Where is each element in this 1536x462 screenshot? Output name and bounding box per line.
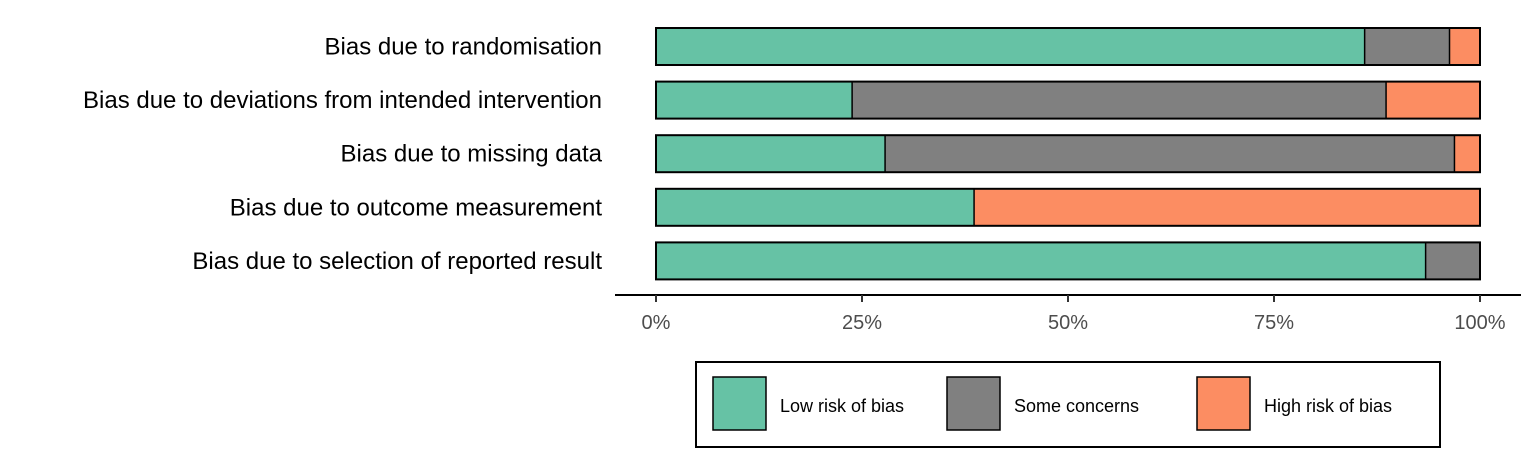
bar-bias-due-to-missing-data-some-concerns [885,135,1455,173]
legend-box [695,361,1441,448]
bar-bias-due-to-randomisation-low-risk-of-bias [656,28,1365,65]
bar-outline-bias-due-to-outcome-measurement [655,187,1481,227]
category-label-bias-due-to-outcome-measurement: Bias due to outcome measurement [230,194,603,221]
bar-bias-due-to-selection-of-reported-result-low-risk-of-bias [656,242,1426,280]
x-tick-label: 0% [642,312,671,334]
x-axis: 0% 25% 50% 75% 100% [615,294,1521,334]
bar-bias-due-to-missing-data-low-risk-of-bias [656,135,886,173]
bar-outline-bias-due-to-missing-data [655,134,1481,174]
legend-label-low-risk-of-bias: Low risk of bias [780,396,904,416]
bar-bias-due-to-deviations-from-intended-intervention-high-risk-of-bias [1386,81,1480,119]
bar-bias-due-to-deviations-from-intended-intervention-low-risk-of-bias [656,81,853,119]
category-label-bias-due-to-selection-of-reported-result: Bias due to selection of reported result [192,248,602,275]
bar-outline-bias-due-to-deviations-from-intended-intervention [655,80,1481,120]
legend-key-low-risk-of-bias [712,376,767,431]
legend-label-high-risk-of-bias: High risk of bias [1264,396,1392,416]
category-label-bias-due-to-missing-data: Bias due to missing data [341,141,603,168]
legend-label-some-concerns: Some concerns [1014,396,1139,416]
bars-group [655,27,1481,281]
legend-key-high-risk-of-bias [1196,376,1251,431]
category-label-bias-due-to-deviations-from-intended-intervention: Bias due to deviations from intended int… [83,87,602,114]
bar-bias-due-to-outcome-measurement-low-risk-of-bias [656,188,975,226]
bar-bias-due-to-randomisation-some-concerns [1364,28,1450,65]
bar-outline-bias-due-to-selection-of-reported-result [655,241,1481,281]
bar-outline-bias-due-to-randomisation [655,27,1481,66]
x-tick-label: 100% [1454,312,1505,334]
bar-bias-due-to-deviations-from-intended-intervention-some-concerns [852,81,1387,119]
bar-bias-due-to-selection-of-reported-result-some-concerns [1425,242,1480,280]
legend: Low risk of bias Some concerns High risk o… [695,361,1441,448]
bar-bias-due-to-outcome-measurement-high-risk-of-bias [974,188,1480,226]
x-tick-label: 75% [1254,312,1294,334]
bar-bias-due-to-randomisation-high-risk-of-bias [1449,28,1480,65]
x-tick-label: 50% [1048,312,1088,334]
bar-bias-due-to-missing-data-high-risk-of-bias [1454,135,1480,173]
x-tick-label: 25% [842,312,882,334]
category-label-bias-due-to-randomisation: Bias due to randomisation [325,34,603,61]
legend-key-some-concerns [946,376,1001,431]
category-labels: Bias due to randomisation Bias due to dev… [83,34,603,275]
